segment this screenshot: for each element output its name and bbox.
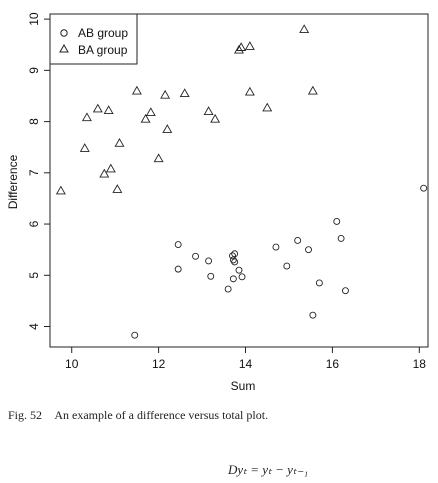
x-tick-label: 12 [152, 357, 166, 371]
ab-point [229, 252, 236, 260]
scatter-plot: 10 12 14 16 18 4 5 6 7 8 9 10 Sum Difference AB gro… [6, 12, 429, 393]
y-tick-label: 9 [27, 67, 41, 74]
ab-point [231, 258, 239, 266]
ba-point [92, 103, 103, 113]
ba-point [140, 113, 151, 123]
ba-point [81, 112, 92, 122]
y-tick-label: 7 [27, 169, 41, 176]
ba-point [145, 107, 156, 117]
plot-frame [49, 13, 429, 348]
ab-point [231, 250, 239, 258]
legend-box [49, 13, 138, 65]
ab-point [174, 241, 182, 248]
ab-point [272, 243, 280, 251]
ba-point [299, 24, 310, 34]
ba-point [160, 89, 171, 99]
x-axis-label: Sum [231, 379, 256, 393]
y-tick-label: 5 [27, 272, 41, 279]
ab-point [131, 331, 139, 339]
ab-point [283, 262, 291, 270]
ab-point [341, 287, 349, 295]
y-axis-label: Difference [6, 154, 20, 209]
axes: 10 12 14 16 18 4 5 6 7 8 9 10 [27, 12, 426, 371]
ab-point [224, 285, 232, 293]
ba-point [99, 168, 110, 178]
ba-point [203, 106, 214, 115]
ba-point [105, 163, 116, 173]
y-tick-label: 8 [27, 118, 41, 125]
ba-point [131, 85, 142, 95]
ab-point [305, 246, 312, 254]
legend-label-ba: BA group [78, 43, 128, 57]
ab-point [294, 236, 302, 244]
x-tick-label: 16 [326, 357, 340, 371]
ab-point [207, 272, 215, 280]
ab-point [192, 252, 200, 260]
ba-point [79, 143, 90, 152]
x-tick-label: 10 [65, 357, 79, 371]
ba-point [153, 153, 164, 163]
ba-point [114, 137, 125, 147]
ab-point [174, 265, 182, 273]
ba-point [244, 86, 255, 96]
figure-caption: Fig. 52 An example of a difference versu… [8, 408, 268, 423]
x-tick-label: 14 [239, 357, 253, 371]
data-marks [55, 24, 428, 339]
ba-point [234, 44, 244, 54]
ba-point [162, 124, 173, 133]
ab-point [205, 257, 213, 265]
figure-number: Fig. 52 [8, 408, 43, 422]
formula: Dyₜ = yₜ − yₜ₋₁ [228, 462, 309, 477]
figure-caption-text: An example of a difference versus total … [54, 408, 269, 422]
ab-point [333, 218, 341, 225]
ba-point [262, 102, 273, 112]
x-tick-label: 18 [413, 357, 427, 371]
legend-marker-ab [60, 29, 68, 37]
ab-point [238, 273, 246, 281]
y-tick-label: 6 [27, 220, 41, 227]
ab-point [309, 311, 317, 319]
ba-point [179, 88, 190, 98]
y-tick-label: 10 [27, 12, 41, 26]
ba-point [307, 85, 318, 95]
ab-point [229, 275, 237, 283]
ba-point [210, 113, 221, 123]
legend: AB group BA group [49, 13, 138, 65]
y-tick-label: 4 [27, 323, 41, 330]
legend-label-ab: AB group [78, 26, 128, 40]
ab-point [235, 266, 243, 274]
ba-point [112, 184, 123, 193]
ba-point [236, 42, 247, 51]
ab-point [315, 279, 323, 287]
ab-point [337, 234, 345, 242]
legend-marker-ba [59, 43, 69, 53]
ab-point [420, 184, 428, 192]
ba-point [55, 185, 66, 195]
ba-point [244, 41, 255, 50]
ba-point [103, 105, 114, 114]
